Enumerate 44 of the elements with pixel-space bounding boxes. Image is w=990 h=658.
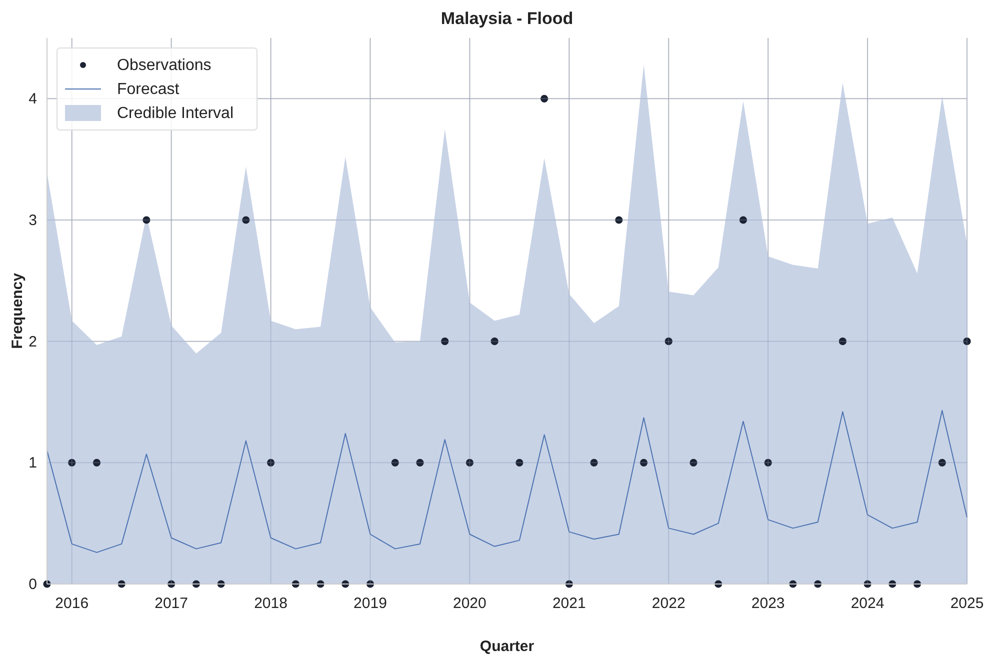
y-tick-label: 0	[28, 576, 37, 593]
x-axis-title: Quarter	[480, 638, 534, 655]
point	[590, 458, 598, 466]
point	[938, 458, 946, 466]
point	[615, 216, 623, 224]
x-tick-label: 2019	[354, 595, 387, 612]
x-tick-label: 2025	[950, 595, 984, 612]
point	[963, 338, 971, 346]
point	[142, 216, 150, 224]
x-tick-label: 2018	[254, 595, 288, 612]
point	[416, 458, 424, 466]
line-series	[46, 410, 968, 553]
y-tick-label: 2	[28, 333, 37, 350]
legend-label: Credible Interval	[117, 105, 234, 122]
point	[490, 338, 498, 346]
y-tick-label: 4	[28, 90, 37, 108]
x-tick-label: 2022	[652, 595, 686, 612]
point	[838, 338, 846, 346]
point	[664, 338, 672, 346]
point	[540, 94, 548, 102]
point	[391, 458, 399, 466]
x-tick-label: 2023	[751, 595, 785, 612]
point	[640, 458, 648, 466]
y-tick-label: 1	[28, 454, 37, 472]
point	[466, 458, 474, 466]
point	[92, 458, 101, 466]
point	[68, 458, 76, 466]
point	[690, 458, 698, 466]
point	[764, 458, 772, 466]
x-tick-label: 2017	[154, 595, 188, 612]
y-axis-title: Frequency	[9, 272, 26, 349]
x-tick-label: 2021	[552, 595, 586, 612]
legend-label: Observations	[117, 57, 212, 74]
chart-title: Malaysia - Flood	[440, 9, 574, 28]
point	[516, 458, 524, 466]
x-tick-label: 2016	[55, 595, 89, 612]
x-tick-label: 2020	[453, 595, 486, 612]
point	[441, 338, 449, 346]
point	[739, 216, 748, 224]
point	[242, 216, 250, 224]
y-tick-label: 3	[28, 212, 37, 229]
point	[266, 458, 275, 466]
x-tick-label: 2024	[850, 595, 884, 612]
legend-label: Forecast	[117, 81, 180, 98]
